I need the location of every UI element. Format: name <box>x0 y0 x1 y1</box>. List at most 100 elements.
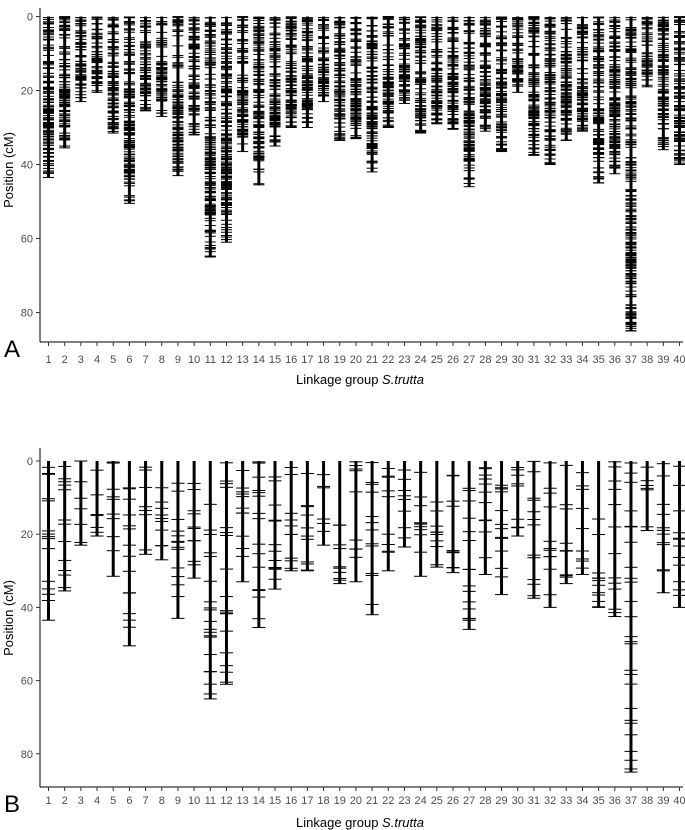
panel-b-x-tick-label: 4 <box>94 795 100 807</box>
panel-a-x-tick-label: 16 <box>285 354 297 366</box>
panel-b-x-tick-label: 21 <box>366 795 378 807</box>
panel-a-x-tick-label: 8 <box>159 354 165 366</box>
panel-b-x-tick-label: 27 <box>463 795 475 807</box>
panel-b-x-tick-label: 35 <box>592 795 604 807</box>
panel-b-x-tick-label: 40 <box>673 795 685 807</box>
panel-b-x-axis-title-species: S.trutta <box>382 815 424 830</box>
panel-b: B Position (cM) Linkage group S.trutta 0… <box>1 448 685 830</box>
panel-b-x-tick-label: 31 <box>528 795 540 807</box>
panel-a-x-tick-label: 4 <box>94 354 100 366</box>
panel-a-x-tick-label: 34 <box>576 354 588 366</box>
panel-a-x-tick-label: 17 <box>301 354 313 366</box>
panel-b-x-tick-label: 12 <box>220 795 232 807</box>
panel-b-x-tick-label: 32 <box>544 795 556 807</box>
panel-b-x-tick-label: 14 <box>253 795 265 807</box>
panel-a-x-tick-label: 9 <box>175 354 181 366</box>
panel-b-y-axis-title: Position (cM) <box>1 580 16 656</box>
panel-b-x-tick-label: 33 <box>560 795 572 807</box>
panel-a-x-axis-title: Linkage group S.trutta <box>296 372 424 387</box>
panel-a-x-tick-label: 1 <box>45 354 51 366</box>
panel-b-x-tick-label: 36 <box>609 795 621 807</box>
panel-b-y-tick-label: 60 <box>21 676 33 688</box>
panel-b-y-tick-label: 80 <box>21 749 33 761</box>
panel-a-x-tick-label: 24 <box>415 354 427 366</box>
panel-b-x-tick-label: 1 <box>45 795 51 807</box>
panel-b-x-tick-label: 13 <box>237 795 249 807</box>
panel-a-x-tick-label: 37 <box>625 354 637 366</box>
panel-a-x-tick-label: 10 <box>188 354 200 366</box>
panel-a-x-tick-label: 36 <box>609 354 621 366</box>
panel-b-letter: B <box>4 791 20 818</box>
panel-a-x-axis-title-prefix: Linkage group <box>296 372 382 387</box>
panel-b-x-axis-title-prefix: Linkage group <box>296 815 382 830</box>
panel-b-x-tick-label: 26 <box>447 795 459 807</box>
panel-a-x-tick-label: 30 <box>512 354 524 366</box>
panel-b-x-tick-label: 16 <box>285 795 297 807</box>
panel-a-x-tick-label: 33 <box>560 354 572 366</box>
panel-b-x-tick-label: 15 <box>269 795 281 807</box>
panel-b-x-tick-label: 5 <box>110 795 116 807</box>
panel-b-x-tick-label: 20 <box>350 795 362 807</box>
panel-a-x-tick-label: 25 <box>431 354 443 366</box>
panel-a-x-tick-label: 23 <box>398 354 410 366</box>
panel-a-x-tick-label: 29 <box>495 354 507 366</box>
panel-b-x-tick-label: 3 <box>78 795 84 807</box>
panel-b-x-tick-label: 9 <box>175 795 181 807</box>
panel-b-x-tick-label: 22 <box>382 795 394 807</box>
panel-b-x-tick-label: 34 <box>576 795 588 807</box>
panel-a-x-tick-label: 6 <box>126 354 132 366</box>
panel-a-x-tick-label: 26 <box>447 354 459 366</box>
panel-a-x-tick-label: 38 <box>641 354 653 366</box>
panel-a-x-tick-label: 31 <box>528 354 540 366</box>
panel-b-x-tick-label: 24 <box>415 795 427 807</box>
panel-b-x-tick-label: 37 <box>625 795 637 807</box>
panel-a-x-tick-label: 40 <box>673 354 685 366</box>
panel-b-x-tick-label: 23 <box>398 795 410 807</box>
panel-a-x-tick-label: 27 <box>463 354 475 366</box>
panel-a-x-tick-label: 19 <box>334 354 346 366</box>
panel-b-x-tick-label: 18 <box>317 795 329 807</box>
panel-a-x-tick-label: 18 <box>317 354 329 366</box>
panel-b-x-tick-label: 8 <box>159 795 165 807</box>
panel-b-x-tick-label: 30 <box>512 795 524 807</box>
panel-a-y-tick-label: 0 <box>27 12 33 24</box>
panel-a: A Position (cM) Linkage group S.trutta 0… <box>1 8 685 387</box>
panel-b-y-tick-label: 0 <box>27 456 33 468</box>
panel-a-x-tick-label: 3 <box>78 354 84 366</box>
panel-a-x-tick-label: 12 <box>220 354 232 366</box>
panel-a-y-tick-label: 60 <box>21 234 33 246</box>
panel-a-x-tick-label: 28 <box>479 354 491 366</box>
panel-b-x-tick-label: 2 <box>62 795 68 807</box>
panel-b-x-tick-label: 39 <box>657 795 669 807</box>
panel-a-x-tick-label: 35 <box>592 354 604 366</box>
panel-a-y-tick-label: 20 <box>21 86 33 98</box>
panel-b-x-tick-label: 28 <box>479 795 491 807</box>
panel-a-x-tick-label: 7 <box>143 354 149 366</box>
panel-a-x-tick-label: 39 <box>657 354 669 366</box>
panel-a-y-tick-label: 80 <box>21 308 33 320</box>
panel-b-x-tick-label: 7 <box>143 795 149 807</box>
panel-b-x-tick-label: 29 <box>495 795 507 807</box>
panel-b-x-tick-label: 19 <box>334 795 346 807</box>
panel-a-x-tick-label: 32 <box>544 354 556 366</box>
panel-b-x-tick-label: 11 <box>205 795 216 807</box>
panel-a-x-tick-label: 14 <box>253 354 265 366</box>
panel-a-y-axis-title: Position (cM) <box>1 132 16 208</box>
panel-a-x-tick-label: 22 <box>382 354 394 366</box>
panel-a-x-tick-label: 2 <box>62 354 68 366</box>
panel-b-y-tick-label: 40 <box>21 602 33 614</box>
panel-a-x-tick-label: 11 <box>205 354 216 366</box>
panel-b-x-tick-label: 38 <box>641 795 653 807</box>
panel-a-x-tick-label: 15 <box>269 354 281 366</box>
panel-a-letter: A <box>4 336 20 363</box>
panel-b-y-tick-label: 20 <box>21 529 33 541</box>
panel-b-x-tick-label: 10 <box>188 795 200 807</box>
panel-a-x-tick-label: 21 <box>366 354 378 366</box>
panel-b-x-tick-label: 25 <box>431 795 443 807</box>
panel-a-x-tick-label: 20 <box>350 354 362 366</box>
panel-a-x-axis-title-species: S.trutta <box>382 372 424 387</box>
panel-a-x-tick-label: 13 <box>237 354 249 366</box>
panel-b-x-tick-label: 17 <box>301 795 313 807</box>
panel-a-y-tick-label: 40 <box>21 160 33 172</box>
